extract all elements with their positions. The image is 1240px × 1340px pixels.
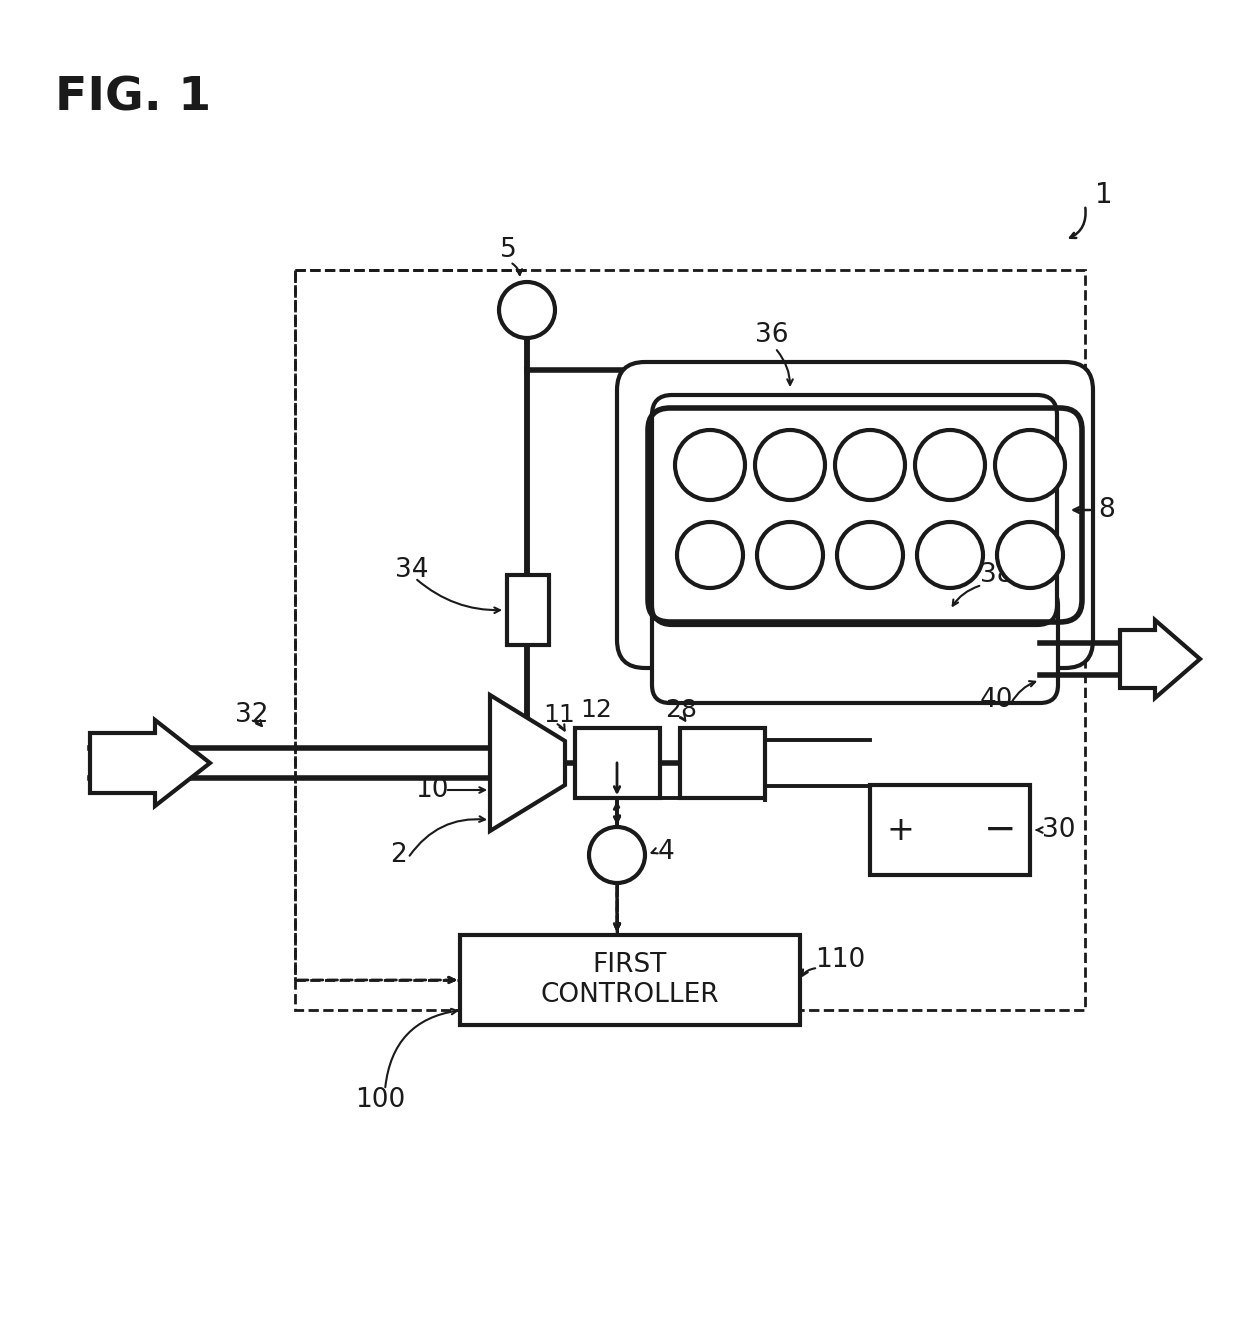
FancyBboxPatch shape	[652, 395, 1056, 624]
Text: 38: 38	[980, 561, 1013, 588]
Circle shape	[994, 430, 1065, 500]
Text: A: A	[608, 842, 626, 868]
Circle shape	[997, 523, 1063, 588]
Text: 12: 12	[580, 698, 611, 722]
Circle shape	[837, 523, 903, 588]
Text: FIRST: FIRST	[593, 951, 667, 978]
Circle shape	[915, 430, 985, 500]
Text: 32: 32	[236, 702, 269, 728]
Text: 10: 10	[415, 777, 449, 803]
Bar	[575, 728, 660, 799]
Text: 4: 4	[658, 839, 675, 866]
Text: 100: 100	[355, 1087, 405, 1114]
Text: 5: 5	[500, 237, 517, 263]
Circle shape	[918, 523, 983, 588]
Circle shape	[677, 523, 743, 588]
Text: FIG. 1: FIG. 1	[55, 75, 211, 121]
Bar	[295, 269, 1085, 1010]
Bar	[507, 575, 549, 645]
Circle shape	[675, 430, 745, 500]
Text: −: −	[983, 811, 1017, 850]
Bar	[870, 785, 1030, 875]
Text: 110: 110	[815, 947, 866, 973]
Text: 30: 30	[1042, 817, 1075, 843]
Bar	[680, 728, 765, 799]
Text: 8: 8	[1097, 497, 1115, 523]
Circle shape	[498, 281, 556, 338]
Circle shape	[589, 827, 645, 883]
Text: 34: 34	[396, 557, 429, 583]
FancyBboxPatch shape	[652, 587, 1058, 704]
Polygon shape	[91, 720, 210, 805]
Text: P: P	[520, 297, 534, 323]
Circle shape	[755, 430, 825, 500]
Text: 28: 28	[665, 698, 697, 722]
Text: 1: 1	[1095, 181, 1112, 209]
Text: 36: 36	[755, 322, 789, 348]
Text: 2: 2	[391, 842, 407, 868]
Circle shape	[835, 430, 905, 500]
Circle shape	[756, 523, 823, 588]
Text: CONTROLLER: CONTROLLER	[541, 982, 719, 1008]
Text: +: +	[887, 813, 914, 847]
Text: 40: 40	[980, 687, 1013, 713]
Text: 11: 11	[543, 704, 575, 728]
Polygon shape	[1120, 620, 1200, 698]
Bar	[460, 935, 800, 1025]
Polygon shape	[490, 695, 565, 831]
FancyBboxPatch shape	[618, 362, 1092, 669]
